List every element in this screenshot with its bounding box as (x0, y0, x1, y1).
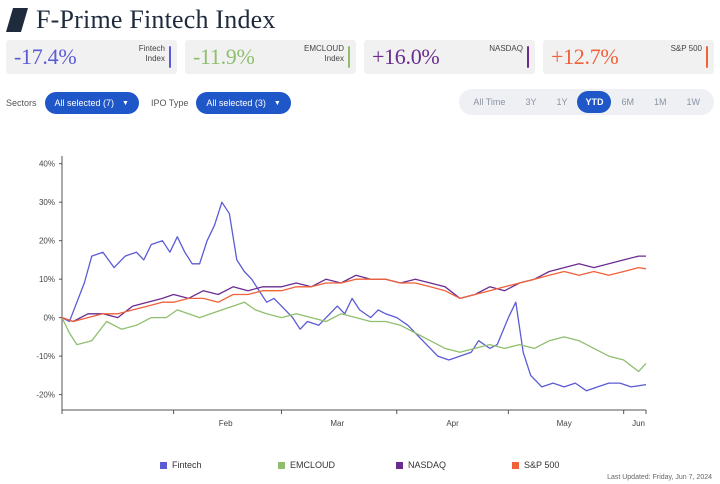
range-1m-button[interactable]: 1M (653, 97, 667, 107)
y-tick-label: -20% (36, 391, 55, 400)
range-1w-button[interactable]: 1W (686, 97, 701, 107)
y-tick-label: 30% (39, 198, 55, 207)
series-line-emcloud (61, 301, 647, 373)
card-nasdaq: +16.0% NASDAQ (364, 40, 535, 74)
page-header: F-Prime Fintech Index (6, 4, 276, 36)
y-tick-label: 20% (39, 237, 55, 246)
legend-label: EMCLOUD (290, 460, 336, 470)
card-value: -11.9% (193, 44, 255, 69)
x-tick-label: May (557, 419, 572, 428)
x-tick-label: Feb (219, 419, 233, 428)
time-range-selector: All Time 3Y 1Y YTD 6M 1M 1W (459, 89, 714, 115)
x-tick-label: Jun (632, 419, 645, 428)
card-color-bar (706, 46, 708, 68)
card-value: -17.4% (14, 44, 77, 69)
y-tick-label: 40% (39, 160, 55, 169)
card-color-bar (348, 46, 350, 68)
legend-swatch (512, 461, 519, 469)
index-cards: -17.4% Fintech Index -11.9% EMCLOUD Inde… (6, 40, 714, 74)
card-color-bar (169, 46, 171, 68)
y-tick-label: -10% (36, 352, 55, 361)
card-emcloud: -11.9% EMCLOUD Index (185, 40, 356, 74)
legend-swatch (396, 461, 403, 469)
legend-item-sp500[interactable]: S&P 500 (512, 460, 559, 470)
card-label: Fintech Index (138, 44, 165, 63)
range-all-time-button[interactable]: All Time (473, 97, 506, 107)
range-3y-button[interactable]: 3Y (525, 97, 537, 107)
range-6m-button[interactable]: 6M (621, 97, 634, 107)
sectors-label: Sectors (6, 98, 37, 108)
sectors-dropdown-value: All selected (7) (54, 98, 115, 108)
filter-bar: Sectors All selected (7) ▼ IPO Type All … (6, 92, 303, 114)
legend-swatch (160, 461, 167, 469)
range-ytd-button[interactable]: YTD (577, 91, 612, 113)
legend-label: S&P 500 (524, 460, 560, 470)
legend-label: NASDAQ (408, 460, 447, 470)
last-updated-text: Last Updated: Friday, Jun 7, 2024 (607, 474, 712, 481)
legend-item-fintech[interactable]: Fintech (160, 460, 202, 470)
card-label: NASDAQ (489, 44, 523, 53)
card-fintech: -17.4% Fintech Index (6, 40, 177, 74)
card-sp500: +12.7% S&P 500 (543, 40, 714, 74)
card-label: EMCLOUD Index (303, 44, 344, 63)
x-tick-label: Mar (330, 419, 344, 428)
slash-logo-icon (6, 8, 28, 32)
legend-item-emcloud[interactable]: EMCLOUD (278, 460, 335, 470)
ipo-type-dropdown[interactable]: All selected (3) ▼ (196, 92, 291, 114)
legend-item-nasdaq[interactable]: NASDAQ (396, 460, 446, 470)
ipo-type-dropdown-value: All selected (3) (206, 98, 266, 108)
series-line-fintech (61, 201, 647, 392)
legend-label: Fintech (172, 460, 202, 470)
x-tick-label: Apr (446, 419, 459, 428)
card-value: +16.0% (372, 44, 440, 69)
ipo-type-label: IPO Type (150, 98, 189, 108)
card-color-bar (527, 46, 529, 68)
y-tick-label: 10% (39, 275, 55, 284)
series-line-nasdaq (61, 255, 646, 323)
legend-swatch (278, 461, 285, 469)
chart-legend: Fintech EMCLOUD NASDAQ S&P 500 (0, 460, 720, 474)
sectors-dropdown[interactable]: All selected (7) ▼ (44, 92, 139, 114)
caret-down-icon: ▼ (273, 99, 281, 107)
caret-down-icon: ▼ (122, 99, 129, 107)
y-tick-label: 0% (43, 314, 55, 323)
range-1y-button[interactable]: 1Y (556, 97, 568, 107)
card-value: +12.7% (551, 44, 619, 69)
card-label: S&P 500 (670, 44, 702, 53)
page-title: F-Prime Fintech Index (36, 5, 276, 34)
series-line-s-p-500 (61, 266, 647, 323)
performance-line-chart: 40% 30% 20% 10% 0% -10% -20% Feb Mar Apr May Jun (36, 156, 647, 428)
